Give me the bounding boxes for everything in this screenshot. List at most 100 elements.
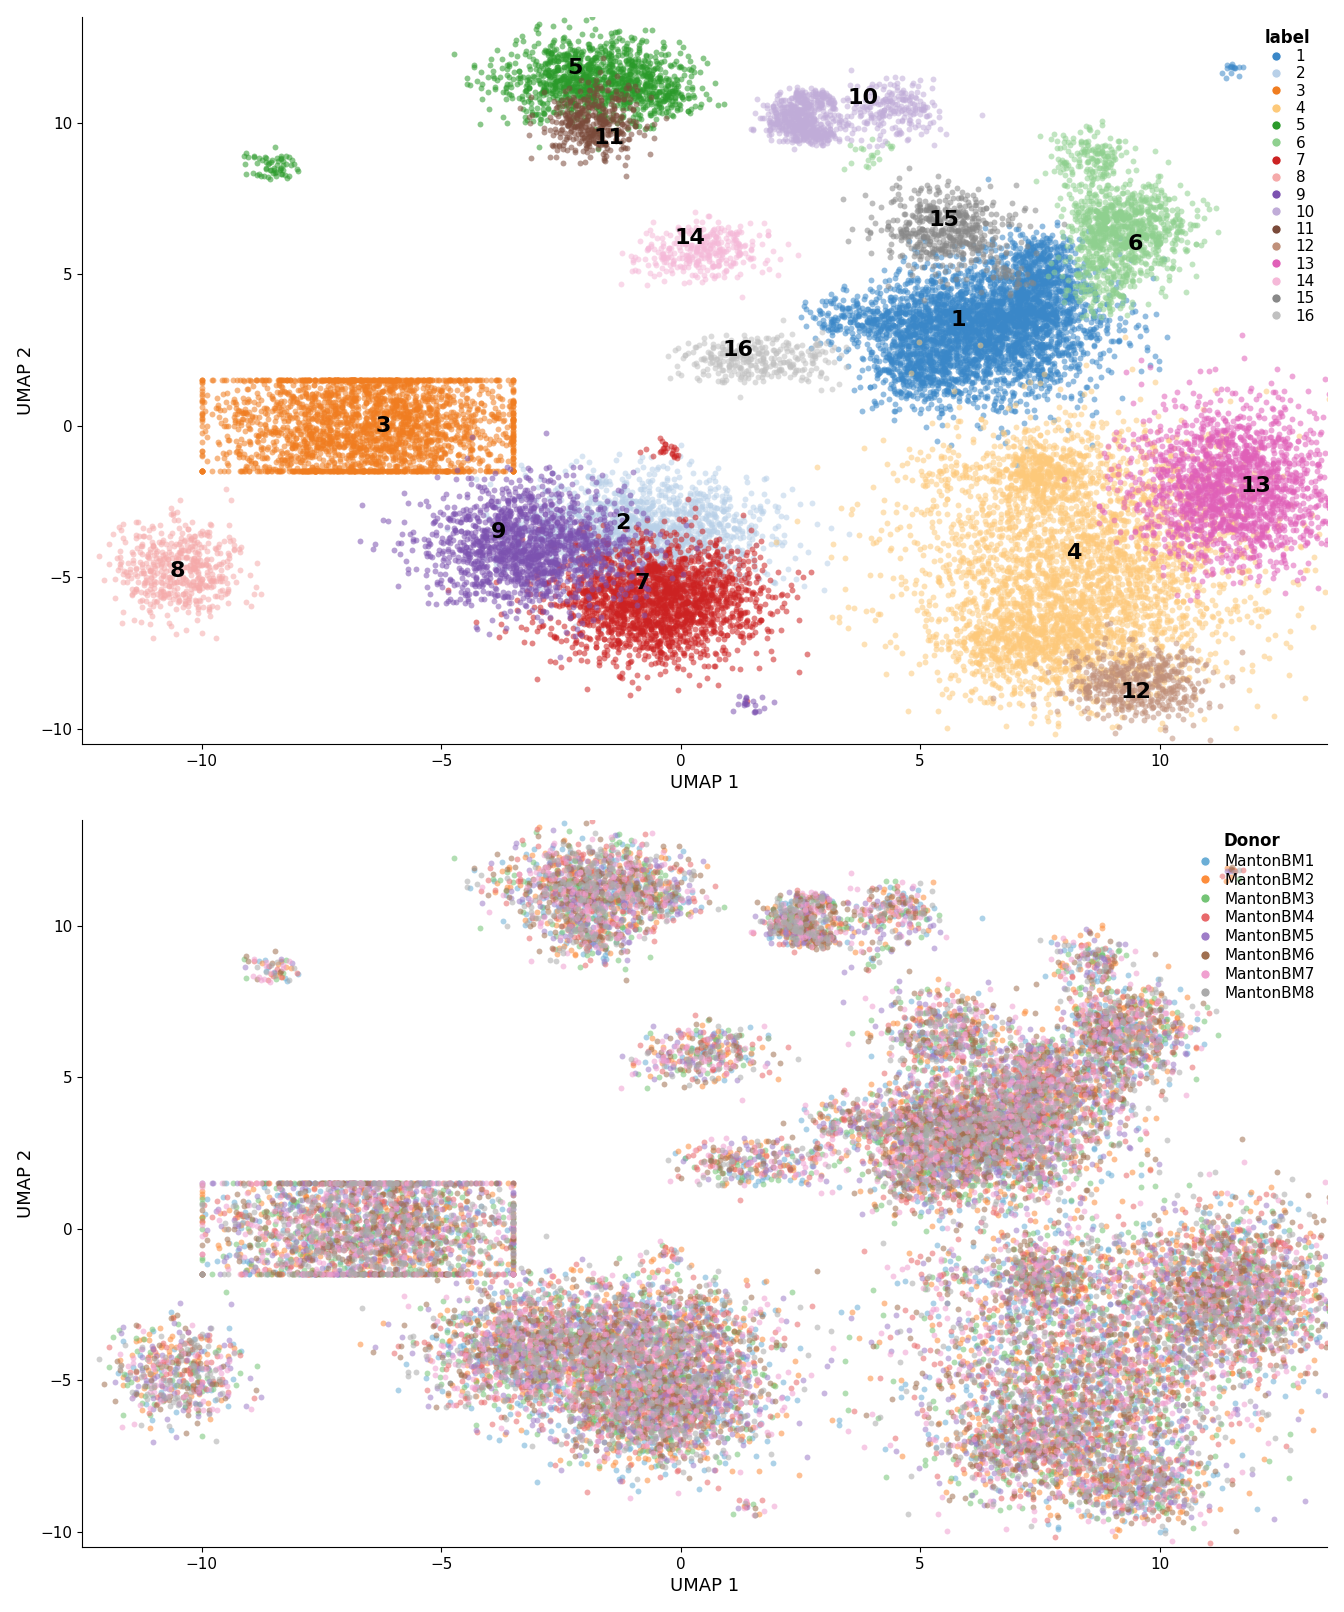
Point — [1122, 624, 1144, 650]
Point — [762, 1140, 784, 1165]
Point — [519, 532, 540, 558]
Point — [875, 1125, 896, 1151]
Point — [946, 1182, 968, 1207]
Point — [1023, 1054, 1044, 1080]
Point — [1091, 590, 1113, 616]
Point — [618, 1370, 640, 1396]
Point — [663, 1385, 684, 1410]
Point — [598, 1378, 620, 1404]
Point — [1099, 1385, 1121, 1410]
Point — [293, 1170, 314, 1196]
Point — [743, 688, 765, 714]
Point — [1105, 550, 1126, 575]
Point — [1247, 1206, 1269, 1232]
Point — [1234, 1232, 1255, 1257]
Point — [883, 327, 905, 353]
Point — [577, 509, 598, 535]
Point — [1094, 953, 1116, 978]
Point — [343, 432, 364, 458]
Point — [535, 546, 556, 572]
Point — [1038, 1473, 1059, 1499]
Point — [978, 1104, 1000, 1130]
Point — [910, 243, 931, 269]
Point — [687, 1381, 708, 1407]
Point — [1027, 356, 1048, 382]
Point — [388, 426, 410, 451]
Point — [1015, 1117, 1036, 1143]
Point — [649, 587, 671, 613]
Point — [532, 1319, 554, 1344]
Point — [1051, 232, 1073, 258]
Point — [606, 914, 628, 940]
Point — [922, 1025, 943, 1051]
Point — [1114, 1398, 1136, 1423]
Point — [939, 1199, 961, 1225]
Point — [691, 240, 712, 266]
Point — [540, 1294, 562, 1320]
Point — [649, 1372, 671, 1398]
Point — [418, 1343, 439, 1369]
Point — [767, 1141, 789, 1167]
Point — [683, 526, 704, 551]
Point — [1068, 1116, 1090, 1141]
Point — [1008, 1267, 1030, 1293]
Point — [978, 1111, 1000, 1136]
Point — [978, 314, 1000, 340]
Point — [503, 1211, 524, 1236]
Point — [685, 1067, 707, 1093]
Point — [1160, 606, 1181, 632]
Point — [1207, 1222, 1228, 1248]
Point — [1159, 1066, 1180, 1091]
Point — [762, 326, 784, 351]
Point — [1176, 521, 1198, 546]
Point — [673, 1352, 695, 1378]
Point — [688, 538, 710, 564]
Point — [427, 1230, 449, 1256]
Point — [960, 1286, 981, 1312]
Point — [509, 521, 531, 546]
Point — [1165, 532, 1187, 558]
Point — [612, 593, 633, 619]
Point — [1003, 451, 1024, 477]
Point — [571, 924, 593, 949]
Point — [597, 546, 618, 572]
Point — [906, 447, 927, 472]
Point — [206, 1428, 227, 1454]
Point — [882, 1153, 903, 1178]
Point — [1064, 176, 1086, 202]
Point — [1121, 472, 1142, 498]
Point — [961, 505, 982, 530]
Point — [1074, 941, 1095, 967]
Point — [1230, 1270, 1251, 1296]
Point — [640, 1390, 661, 1415]
Point — [970, 546, 992, 572]
Point — [806, 925, 828, 951]
Point — [610, 1396, 632, 1422]
Point — [1082, 1053, 1103, 1078]
Point — [376, 1203, 398, 1228]
Point — [656, 1323, 677, 1349]
Point — [1136, 1041, 1157, 1067]
Point — [1042, 442, 1063, 467]
Point — [465, 564, 487, 590]
Point — [978, 322, 1000, 348]
Point — [1035, 685, 1056, 711]
Point — [503, 419, 524, 445]
Point — [954, 339, 976, 364]
Point — [953, 285, 974, 311]
Point — [1086, 1227, 1107, 1253]
Point — [1167, 1446, 1188, 1472]
Point — [422, 1262, 444, 1288]
Point — [775, 335, 797, 361]
Point — [379, 368, 401, 393]
Point — [609, 1285, 630, 1311]
Point — [884, 1124, 906, 1149]
Point — [544, 1365, 566, 1391]
Point — [198, 555, 219, 580]
Point — [1105, 455, 1126, 480]
Point — [810, 1162, 832, 1188]
Point — [1247, 455, 1269, 480]
Point — [926, 1145, 948, 1170]
Point — [638, 885, 660, 911]
Point — [1044, 1107, 1066, 1133]
